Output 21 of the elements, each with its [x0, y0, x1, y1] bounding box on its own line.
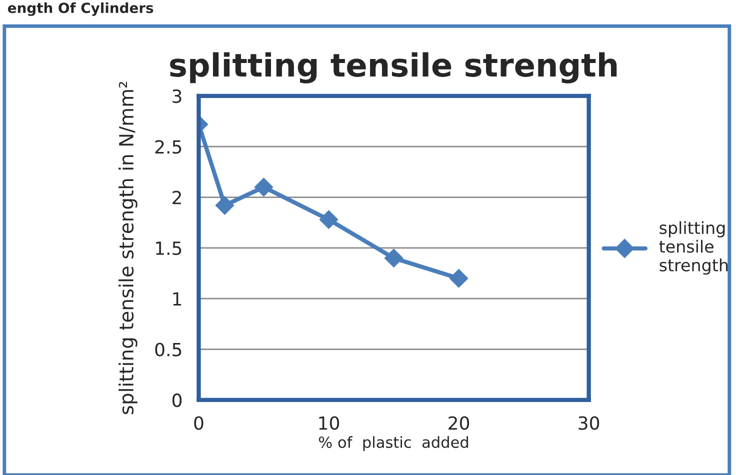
point: [384, 248, 404, 268]
y-tick-label: 2.5: [155, 140, 182, 154]
y-tick-label: 0: [172, 393, 182, 408]
x-tick-label: 0: [194, 416, 204, 430]
point: [215, 196, 234, 215]
x-tick-label: 20: [448, 416, 470, 430]
y-tick-label: 1.5: [156, 242, 182, 256]
x-tick-label: 30: [578, 416, 600, 430]
y-tick-label: 1: [173, 292, 182, 306]
y-tick-label: 2: [172, 190, 181, 204]
chart-title: splitting tensile strength: [170, 52, 617, 84]
point: [319, 210, 338, 229]
y-tick-label: 0.5: [155, 342, 182, 356]
point: [449, 268, 468, 288]
y-tick-label: 3: [172, 89, 182, 104]
text: ength Of Cylinders: [8, 2, 154, 16]
y-axis-title: splitting tensile strength in N/mm²: [118, 82, 138, 414]
legend-label: splitting tensile strength: [659, 221, 728, 275]
x-tick-label: 10: [319, 416, 340, 430]
point: [254, 178, 274, 197]
x-axis-title: % of plastic added: [318, 436, 468, 451]
